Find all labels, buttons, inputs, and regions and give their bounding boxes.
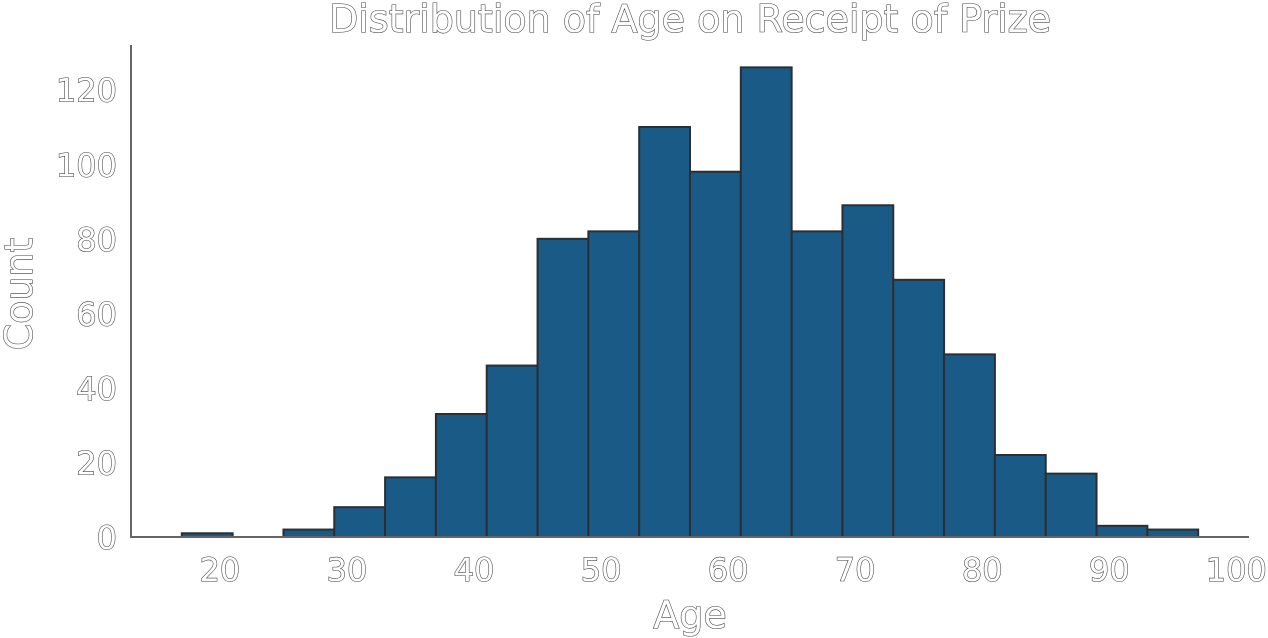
histogram-bar bbox=[1095, 524, 1149, 538]
x-tick-label: 70 bbox=[835, 551, 876, 589]
x-tick-label: 60 bbox=[708, 551, 749, 589]
histogram-bar bbox=[434, 413, 488, 538]
x-axis-label: Age bbox=[653, 593, 727, 637]
histogram-bar bbox=[638, 126, 692, 538]
x-tick-label: 100 bbox=[1206, 551, 1267, 589]
y-tick-label: 40 bbox=[76, 370, 117, 408]
histogram-bar bbox=[1044, 472, 1098, 538]
chart-title: Distribution of Age on Receipt of Prize bbox=[329, 0, 1051, 41]
x-tick-label: 20 bbox=[200, 551, 241, 589]
histogram-bar bbox=[689, 170, 742, 539]
histogram-bar bbox=[841, 204, 895, 538]
x-tick-label: 40 bbox=[454, 551, 495, 589]
histogram-bar bbox=[943, 353, 996, 539]
x-tick-label: 50 bbox=[581, 551, 622, 589]
x-tick-label: 30 bbox=[327, 551, 368, 589]
histogram-bar bbox=[333, 506, 387, 539]
histogram-bar bbox=[993, 454, 1047, 538]
bars-group bbox=[180, 66, 1200, 539]
x-tick-label: 90 bbox=[1089, 551, 1130, 589]
y-tick-label: 80 bbox=[76, 221, 117, 259]
y-axis-ticks: 0 20 40 60 80 100 120 bbox=[55, 71, 117, 557]
histogram-bar bbox=[384, 476, 437, 539]
x-axis-ticks: 20 30 40 50 60 70 80 90 100 bbox=[199, 550, 1267, 589]
histogram-bar bbox=[282, 528, 336, 539]
histogram-bar bbox=[739, 66, 793, 538]
histogram-bar bbox=[536, 237, 590, 538]
y-tick-label: 100 bbox=[56, 146, 117, 184]
y-tick-label: 0 bbox=[97, 519, 117, 557]
histogram-bar bbox=[790, 230, 844, 538]
histogram-bar bbox=[587, 230, 641, 538]
y-axis-label: Count bbox=[0, 238, 41, 351]
y-tick-label: 60 bbox=[76, 295, 117, 333]
histogram-bar bbox=[1146, 528, 1200, 539]
y-tick-label: 120 bbox=[56, 72, 117, 110]
histogram-bar bbox=[892, 278, 946, 538]
x-tick-label: 80 bbox=[962, 551, 1003, 589]
y-tick-label: 20 bbox=[76, 444, 117, 482]
axis-spines bbox=[130, 45, 1249, 538]
histogram-bar bbox=[485, 364, 539, 538]
